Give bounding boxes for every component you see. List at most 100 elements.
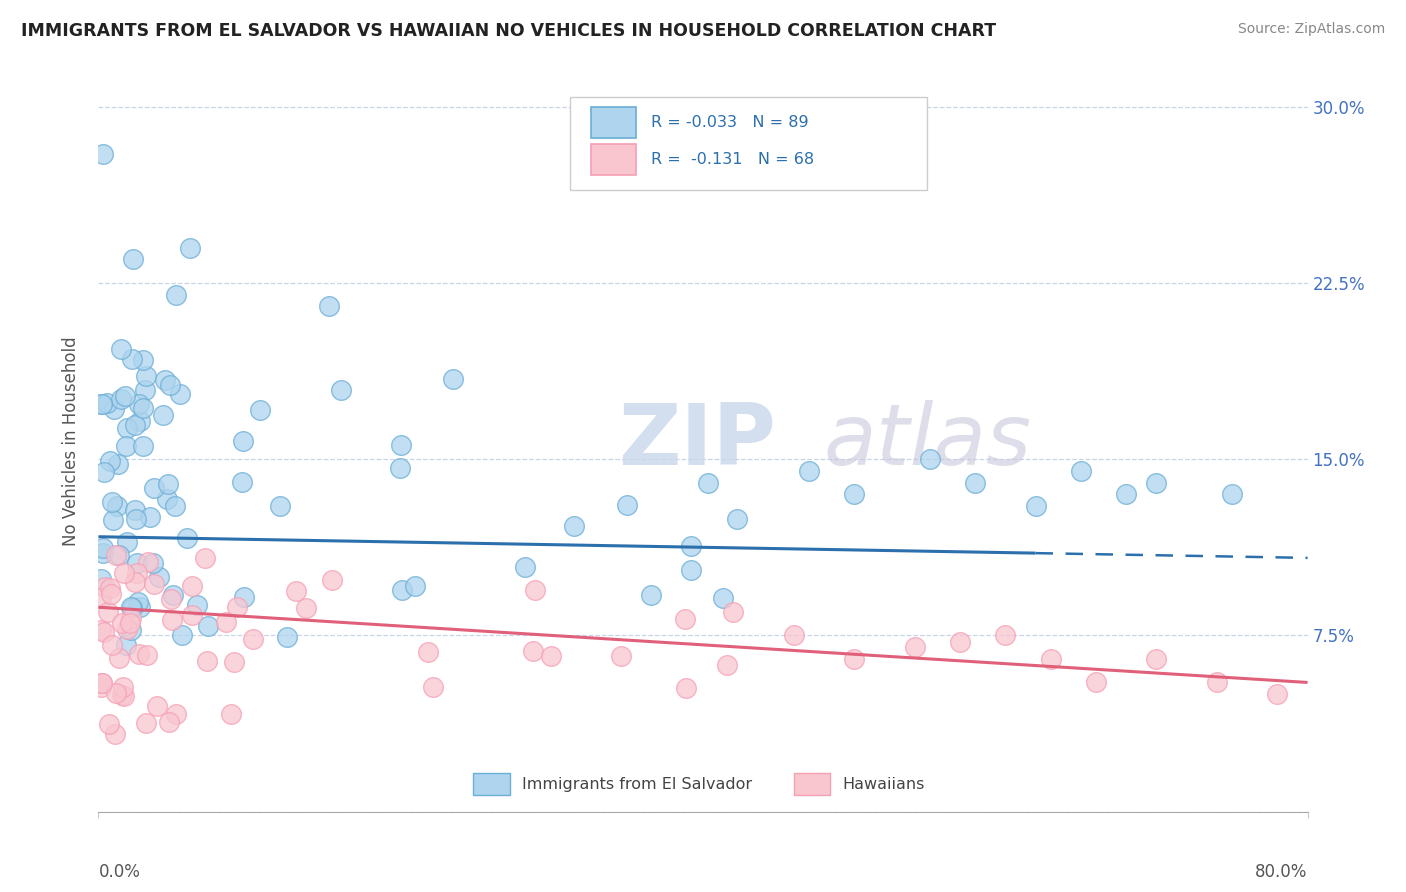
Point bbox=[197, 619, 219, 633]
Point bbox=[249, 403, 271, 417]
Y-axis label: No Vehicles in Household: No Vehicles in Household bbox=[62, 336, 80, 547]
Point bbox=[121, 601, 143, 615]
Point bbox=[242, 632, 264, 647]
Point bbox=[994, 628, 1017, 642]
Point bbox=[949, 635, 972, 649]
FancyBboxPatch shape bbox=[569, 97, 927, 190]
Point bbox=[111, 688, 134, 702]
Point bbox=[523, 582, 546, 597]
Point bbox=[564, 519, 586, 533]
Point bbox=[107, 650, 129, 665]
Point bbox=[104, 727, 127, 741]
Point bbox=[108, 549, 131, 563]
Point bbox=[1039, 652, 1062, 666]
Point bbox=[90, 397, 112, 411]
Text: Immigrants from El Salvador: Immigrants from El Salvador bbox=[522, 777, 752, 792]
Point bbox=[194, 551, 217, 566]
Point bbox=[197, 654, 219, 668]
Text: R = -0.033   N = 89: R = -0.033 N = 89 bbox=[651, 115, 808, 130]
Point bbox=[136, 648, 159, 662]
Point bbox=[904, 640, 927, 655]
Point bbox=[115, 421, 138, 435]
Text: 80.0%: 80.0% bbox=[1256, 863, 1308, 881]
Point bbox=[165, 287, 187, 301]
Text: atlas: atlas bbox=[824, 400, 1032, 483]
FancyBboxPatch shape bbox=[474, 773, 509, 796]
Point bbox=[104, 549, 127, 563]
Point bbox=[112, 689, 135, 703]
Point bbox=[127, 595, 149, 609]
Point bbox=[124, 417, 146, 432]
Point bbox=[125, 556, 148, 570]
Point bbox=[110, 615, 132, 630]
Point bbox=[1024, 499, 1046, 513]
Point bbox=[176, 531, 198, 545]
Point bbox=[711, 591, 734, 606]
Point bbox=[129, 413, 152, 427]
Point bbox=[269, 500, 291, 514]
Point bbox=[90, 680, 112, 694]
Point bbox=[276, 630, 298, 644]
Point bbox=[101, 513, 124, 527]
Point bbox=[97, 606, 120, 620]
Point bbox=[115, 622, 138, 636]
Point bbox=[124, 574, 146, 589]
Point bbox=[143, 577, 166, 591]
Point bbox=[129, 600, 152, 615]
Point bbox=[179, 241, 201, 255]
Point bbox=[155, 373, 177, 387]
Point bbox=[120, 615, 142, 630]
Point bbox=[103, 402, 125, 417]
Point bbox=[1144, 652, 1167, 666]
Point bbox=[148, 570, 170, 584]
Point bbox=[222, 655, 245, 669]
Point bbox=[105, 499, 128, 513]
Point bbox=[965, 475, 987, 490]
FancyBboxPatch shape bbox=[591, 144, 637, 175]
Point bbox=[90, 591, 112, 606]
Point bbox=[610, 648, 633, 663]
Point bbox=[783, 628, 806, 642]
Point bbox=[124, 512, 146, 526]
Point bbox=[157, 714, 180, 729]
Point bbox=[159, 592, 181, 607]
Point bbox=[96, 395, 118, 409]
Point bbox=[640, 588, 662, 602]
Point bbox=[135, 369, 157, 384]
Point bbox=[675, 681, 697, 695]
Point bbox=[172, 628, 194, 642]
Point bbox=[128, 648, 150, 662]
Point bbox=[142, 481, 165, 495]
Point bbox=[225, 600, 247, 615]
FancyBboxPatch shape bbox=[591, 107, 637, 138]
Point bbox=[294, 601, 316, 615]
Point bbox=[232, 590, 254, 604]
Point bbox=[117, 535, 139, 549]
Point bbox=[90, 676, 112, 690]
Point bbox=[91, 676, 114, 690]
Point bbox=[1220, 487, 1243, 501]
Point bbox=[121, 352, 143, 367]
Point bbox=[441, 371, 464, 385]
Point bbox=[165, 499, 187, 513]
Point bbox=[93, 465, 115, 479]
Point bbox=[132, 439, 155, 453]
Point bbox=[101, 495, 124, 509]
Point bbox=[515, 559, 537, 574]
Point bbox=[321, 574, 343, 588]
Point bbox=[114, 389, 136, 403]
Text: R =  -0.131   N = 68: R = -0.131 N = 68 bbox=[651, 152, 814, 167]
Point bbox=[156, 477, 179, 491]
Point bbox=[1206, 675, 1229, 690]
Point bbox=[318, 299, 340, 313]
Point bbox=[388, 461, 411, 475]
Point bbox=[284, 584, 307, 599]
Point bbox=[418, 645, 440, 659]
Point bbox=[93, 625, 115, 640]
Point bbox=[540, 648, 562, 663]
Point bbox=[100, 586, 122, 600]
Point bbox=[111, 680, 134, 694]
Point bbox=[120, 599, 142, 614]
Point bbox=[110, 392, 132, 406]
Point bbox=[918, 452, 941, 467]
